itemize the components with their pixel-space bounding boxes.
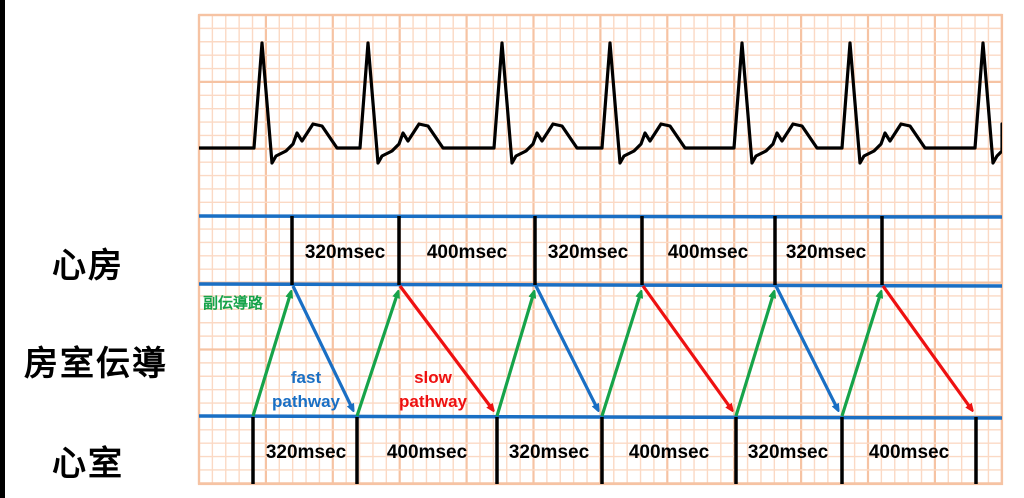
slow-pathway-label-line2: pathway [399,392,468,411]
atrial-interval: 400msec [668,242,749,263]
ventricular-interval: 400msec [869,442,950,463]
ventricular-interval: 400msec [387,442,468,463]
atrial-interval-labels: 320msec 400msec 320msec 400msec 320msec [305,242,867,263]
ventricular-interval: 320msec [748,442,829,463]
ecg-trace [199,41,1002,165]
atrial-interval: 400msec [427,242,508,263]
atrial-bottom-line [198,282,1003,288]
ventricular-interval: 400msec [629,442,710,463]
fast-pathway-label-line1: fast [291,368,322,387]
conduction-arrows [251,285,972,417]
left-edge-bar [0,0,5,498]
ventricular-interval-labels: 320msec 400msec 320msec 400msec 320msec … [266,442,950,463]
atrium-label: 心房 [52,246,124,286]
accessory-pathway-label: 副伝導路 [203,294,264,312]
atrial-interval: 320msec [305,242,386,263]
ecg-grid [197,13,1004,486]
ventricular-interval: 320msec [266,442,347,463]
slow-pathway-label-line1: slow [414,368,453,387]
fast-pathway-label-line2: pathway [272,392,341,411]
activation-ticks [251,216,978,484]
ventricle-label: 心室 [52,444,124,484]
av-conduction-label: 房室伝導 [24,344,168,384]
atrial-interval: 320msec [786,242,867,263]
atrial-top-line [198,214,1003,219]
ventricular-interval: 320msec [509,442,590,463]
atrial-interval: 320msec [548,242,629,263]
